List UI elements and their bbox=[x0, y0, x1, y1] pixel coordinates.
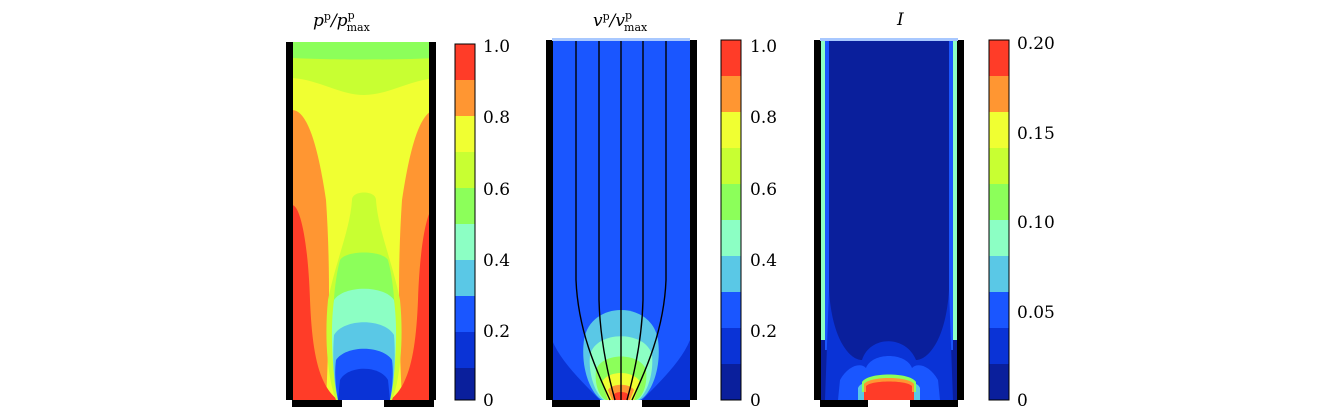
colorbar-tick: 1.0 bbox=[483, 37, 510, 57]
panel-title-velocity: vp/vp max bbox=[593, 9, 648, 34]
contour-plot-velocity bbox=[546, 38, 697, 407]
contour-plot-intensity bbox=[814, 38, 964, 407]
colorbar-tick: 0.6 bbox=[483, 180, 510, 200]
colorbar-tick: 0.6 bbox=[750, 180, 777, 200]
contour-plot-pressure bbox=[286, 42, 436, 407]
panel-velocity: vp/vp max bbox=[546, 9, 777, 411]
colorbar-tick: 0.15 bbox=[1017, 124, 1055, 144]
streamlines bbox=[575, 40, 667, 401]
colorbar-tick: 0.4 bbox=[483, 251, 510, 271]
panel-intensity: I bbox=[814, 10, 1055, 411]
colorbar-velocity: 1.0 0.8 0.6 0.4 0.2 0 bbox=[720, 37, 777, 411]
colorbar-tick: 0 bbox=[1017, 391, 1028, 411]
panel-title-pressure: pp/pp max bbox=[313, 9, 371, 34]
colorbar-tick: 0.8 bbox=[750, 108, 777, 128]
colorbar-tick: 0.20 bbox=[1017, 34, 1055, 54]
colorbar-tick: 0.05 bbox=[1017, 303, 1055, 323]
colorbar-tick: 1.0 bbox=[750, 37, 777, 57]
colorbar-tick: 0 bbox=[750, 391, 761, 411]
colorbar-tick: 0.4 bbox=[750, 251, 777, 271]
colorbar-intensity: 0.20 0.15 0.10 0.05 0 bbox=[988, 34, 1055, 411]
panel-pressure: pp/pp max bbox=[286, 9, 510, 411]
colorbar-tick: 0.8 bbox=[483, 108, 510, 128]
colorbar-tick: 0.10 bbox=[1017, 213, 1055, 233]
colorbar-tick: 0.2 bbox=[483, 322, 510, 342]
colorbar-tick: 0.2 bbox=[750, 322, 777, 342]
colorbar-pressure: 1.0 0.8 0.6 0.4 0.2 0 bbox=[454, 37, 510, 411]
colorbar-tick: 0 bbox=[483, 391, 494, 411]
panel-title-intensity: I bbox=[896, 10, 904, 30]
